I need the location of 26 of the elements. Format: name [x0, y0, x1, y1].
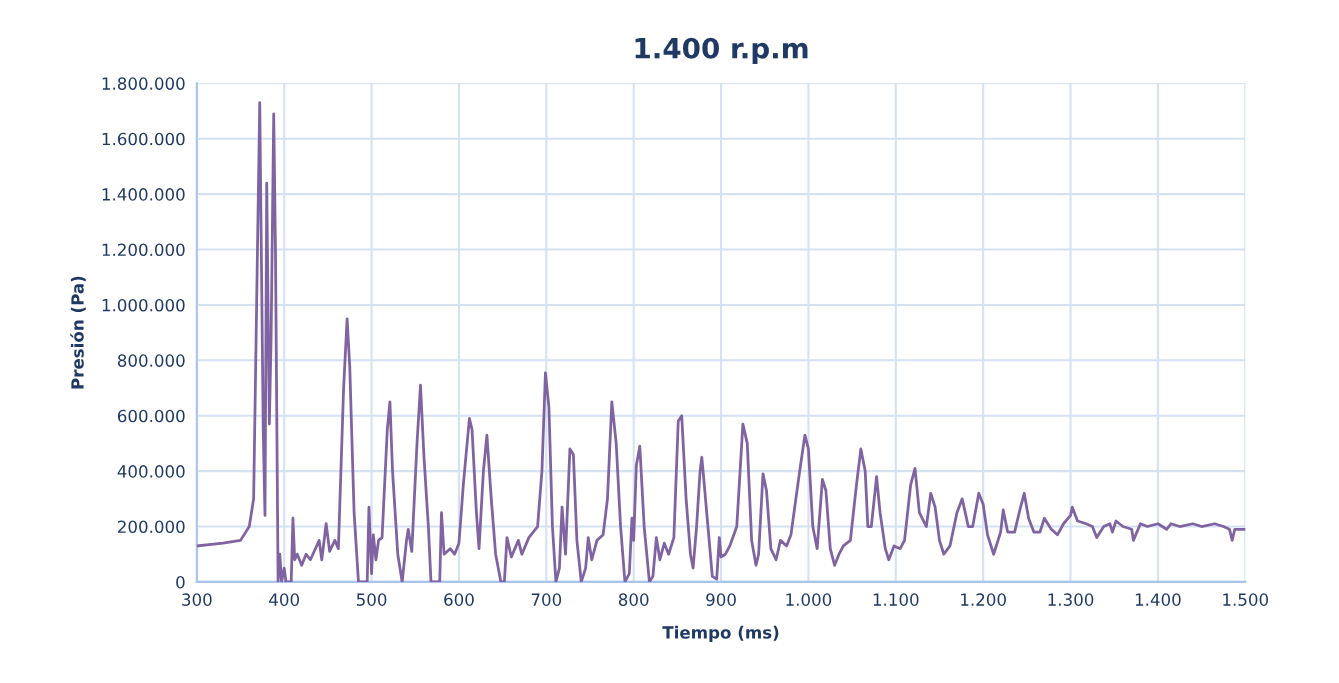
- y-tick-label: 0: [176, 575, 185, 589]
- y-axis-title: Presión (Pa): [70, 276, 86, 389]
- x-tick-label: 700: [531, 593, 562, 606]
- y-tick-label: 1.000.000: [102, 298, 185, 312]
- x-tick-label: 1.500: [1223, 593, 1269, 606]
- y-tick-label: 800.000: [117, 354, 185, 367]
- x-tick-label: 500: [356, 593, 387, 606]
- y-tick-label: 600.000: [117, 409, 185, 423]
- x-tick-label: 1.400: [1135, 593, 1181, 606]
- x-tick-label: 900: [706, 593, 736, 606]
- y-tick-label: 1.200.000: [102, 243, 185, 257]
- x-tick-label: 300: [182, 593, 212, 606]
- y-tick-label: 1.800.000: [102, 77, 185, 90]
- x-tick-label: 1.300: [1048, 593, 1094, 606]
- x-tick-label: 400: [269, 593, 299, 606]
- x-tick-label: 600: [444, 593, 474, 606]
- y-tick-label: 1.400.000: [102, 188, 185, 201]
- chart-title: 1.400 r.p.m: [635, 37, 808, 65]
- x-tick-label: 1.200: [961, 593, 1006, 606]
- x-axis-title: Tiempo (ms): [662, 625, 779, 642]
- x-tick-label: 1.100: [873, 593, 919, 606]
- x-tick-label: 800: [618, 593, 649, 606]
- y-tick-label: 1.600.000: [102, 132, 185, 146]
- y-tick-label: 200.000: [118, 520, 185, 534]
- x-tick-label: 1.000: [786, 593, 832, 606]
- y-tick-label: 400.000: [117, 465, 185, 478]
